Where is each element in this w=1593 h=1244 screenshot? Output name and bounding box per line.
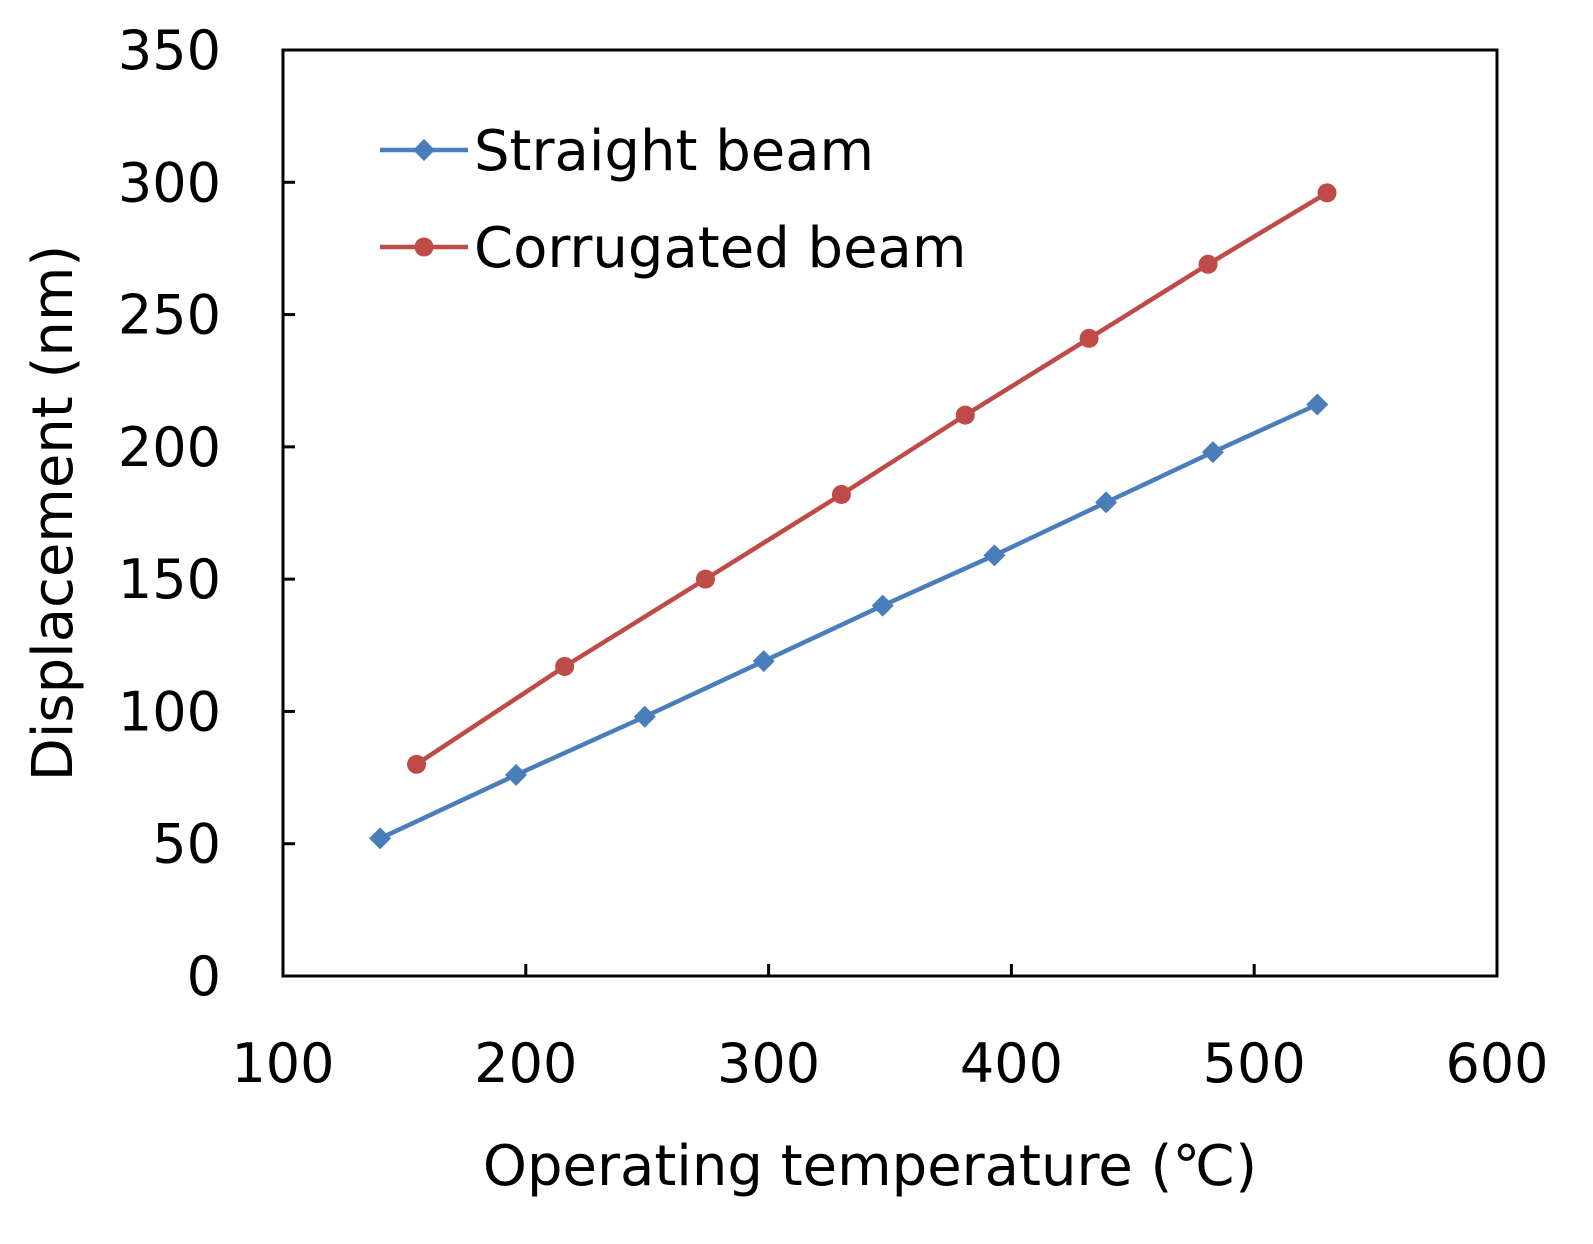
data-point: [407, 754, 427, 774]
data-point: [1306, 393, 1329, 416]
data-point: [983, 544, 1006, 567]
x-tick-label: 200: [474, 1032, 577, 1095]
x-tick-label: 400: [960, 1032, 1063, 1095]
legend-label: Straight beam: [474, 119, 874, 184]
series-layer: [369, 183, 1337, 850]
y-tick-label: 150: [118, 548, 221, 611]
data-point: [752, 650, 775, 673]
x-tick-label: 500: [1203, 1032, 1306, 1095]
data-point: [695, 569, 715, 589]
y-axis-ticks: 0 50 100 150 200 250 300 350: [118, 19, 295, 1008]
data-point: [1317, 183, 1337, 203]
data-point: [1201, 441, 1224, 464]
data-point: [955, 405, 975, 425]
x-tick-label: 100: [231, 1032, 334, 1095]
y-tick-label: 250: [118, 284, 221, 347]
legend-marker: [414, 237, 434, 257]
series-straight-beam: [369, 393, 1329, 850]
data-point: [831, 484, 851, 504]
legend-item: Straight beam: [380, 119, 874, 184]
data-point: [633, 705, 656, 728]
data-point: [555, 656, 575, 676]
y-tick-label: 100: [118, 680, 221, 743]
x-tick-label: 600: [1445, 1032, 1548, 1095]
data-point: [369, 827, 392, 850]
y-tick-label: 0: [187, 945, 221, 1008]
x-axis-ticks: 100 200 300 400 500 600: [231, 964, 1549, 1095]
data-point: [1079, 328, 1099, 348]
legend-label: Corrugated beam: [474, 216, 966, 281]
series-line: [415, 190, 1329, 767]
plot-area-frame: [281, 48, 1499, 978]
legend: Straight beam Corrugated beam: [380, 119, 966, 281]
y-axis-title: Displacement (nm): [21, 245, 86, 782]
series-corrugated-beam: [407, 183, 1337, 774]
data-point: [1198, 254, 1218, 274]
legend-marker: [413, 139, 435, 161]
x-tick-label: 300: [717, 1032, 820, 1095]
y-tick-label: 50: [152, 813, 221, 876]
y-tick-label: 300: [118, 151, 221, 214]
x-axis-title: Operating temperature (℃): [483, 1134, 1257, 1199]
y-tick-label: 200: [118, 416, 221, 479]
legend-item: Corrugated beam: [380, 216, 966, 281]
data-point: [871, 594, 894, 617]
y-tick-label: 350: [118, 19, 221, 82]
data-point: [1095, 491, 1118, 514]
data-point: [505, 763, 528, 786]
